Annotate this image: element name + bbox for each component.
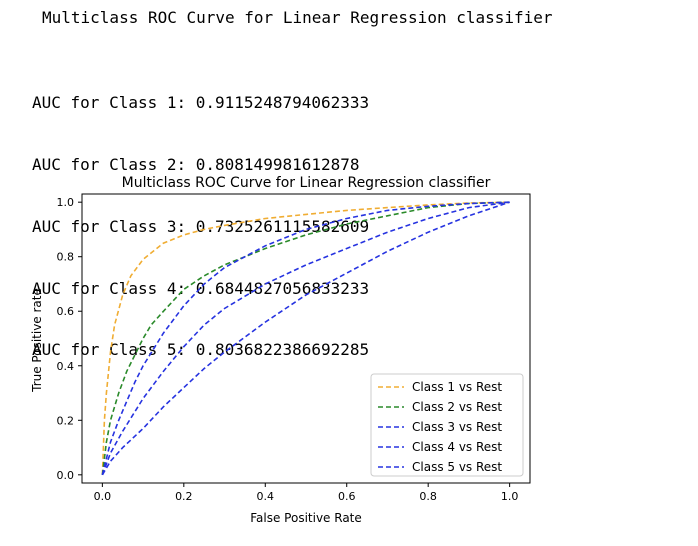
auc-line-class-1: AUC for Class 1: 0.9115248794062333 [32, 93, 370, 113]
chart-title: Multiclass ROC Curve for Linear Regressi… [122, 175, 491, 191]
roc-line-class-1 [101, 201, 510, 475]
legend-label-class-5: Class 5 vs Rest [412, 460, 502, 474]
auc-line-class-3: AUC for Class 3: 0.7325261115582609 [32, 216, 370, 236]
y-tick-label: 0.4 [57, 360, 75, 373]
plot-frame [81, 193, 531, 484]
y-tick-label: 0.0 [57, 469, 75, 482]
x-tick-label: 0.4 [257, 490, 275, 503]
roc-line-class-5 [101, 201, 510, 476]
auc-output: AUC for Class 1: 0.9115248794062333 AUC … [32, 52, 369, 382]
legend-label-class-4: Class 4 vs Rest [412, 440, 502, 454]
y-tick-label: 1.0 [57, 196, 75, 209]
roc-line-class-2 [101, 201, 510, 475]
x-tick-label: 0.2 [175, 490, 193, 503]
axes: 0.0 0.2 0.4 0.6 0.8 1.0 0.0 0.2 0.4 0.6 0.8 1.0 [57, 193, 531, 503]
x-axis-label: False Positive Rate [250, 511, 362, 525]
x-tick-label: 0.6 [338, 490, 356, 503]
x-tick-label: 1.0 [501, 490, 519, 503]
legend-label-class-2: Class 2 vs Rest [412, 400, 502, 414]
y-tick-label: 0.6 [57, 305, 75, 318]
y-tick-label: 0.2 [57, 414, 75, 427]
output-title: Multiclass ROC Curve for Linear Regressi… [42, 8, 553, 27]
roc-line-class-4 [101, 201, 510, 476]
plot-area [101, 201, 510, 476]
roc-line-class-3 [101, 201, 510, 475]
legend-label-class-1: Class 1 vs Rest [412, 380, 502, 394]
auc-line-class-2: AUC for Class 2: 0.808149981612878 [32, 154, 360, 174]
legend-box [370, 373, 524, 477]
y-axis-label: True Positive rate [30, 288, 44, 393]
legend: Class 1 vs Rest Class 2 vs Rest Class 3 vs… [370, 373, 524, 477]
y-tick-label: 0.8 [57, 251, 75, 264]
auc-line-class-5: AUC for Class 5: 0.8036822386692285 [32, 340, 370, 360]
x-tick-label: 0.0 [94, 490, 112, 503]
legend-label-class-3: Class 3 vs Rest [412, 420, 502, 434]
x-tick-label: 0.8 [419, 490, 437, 503]
auc-line-class-4: AUC for Class 4: 0.6844827056833233 [32, 278, 370, 298]
